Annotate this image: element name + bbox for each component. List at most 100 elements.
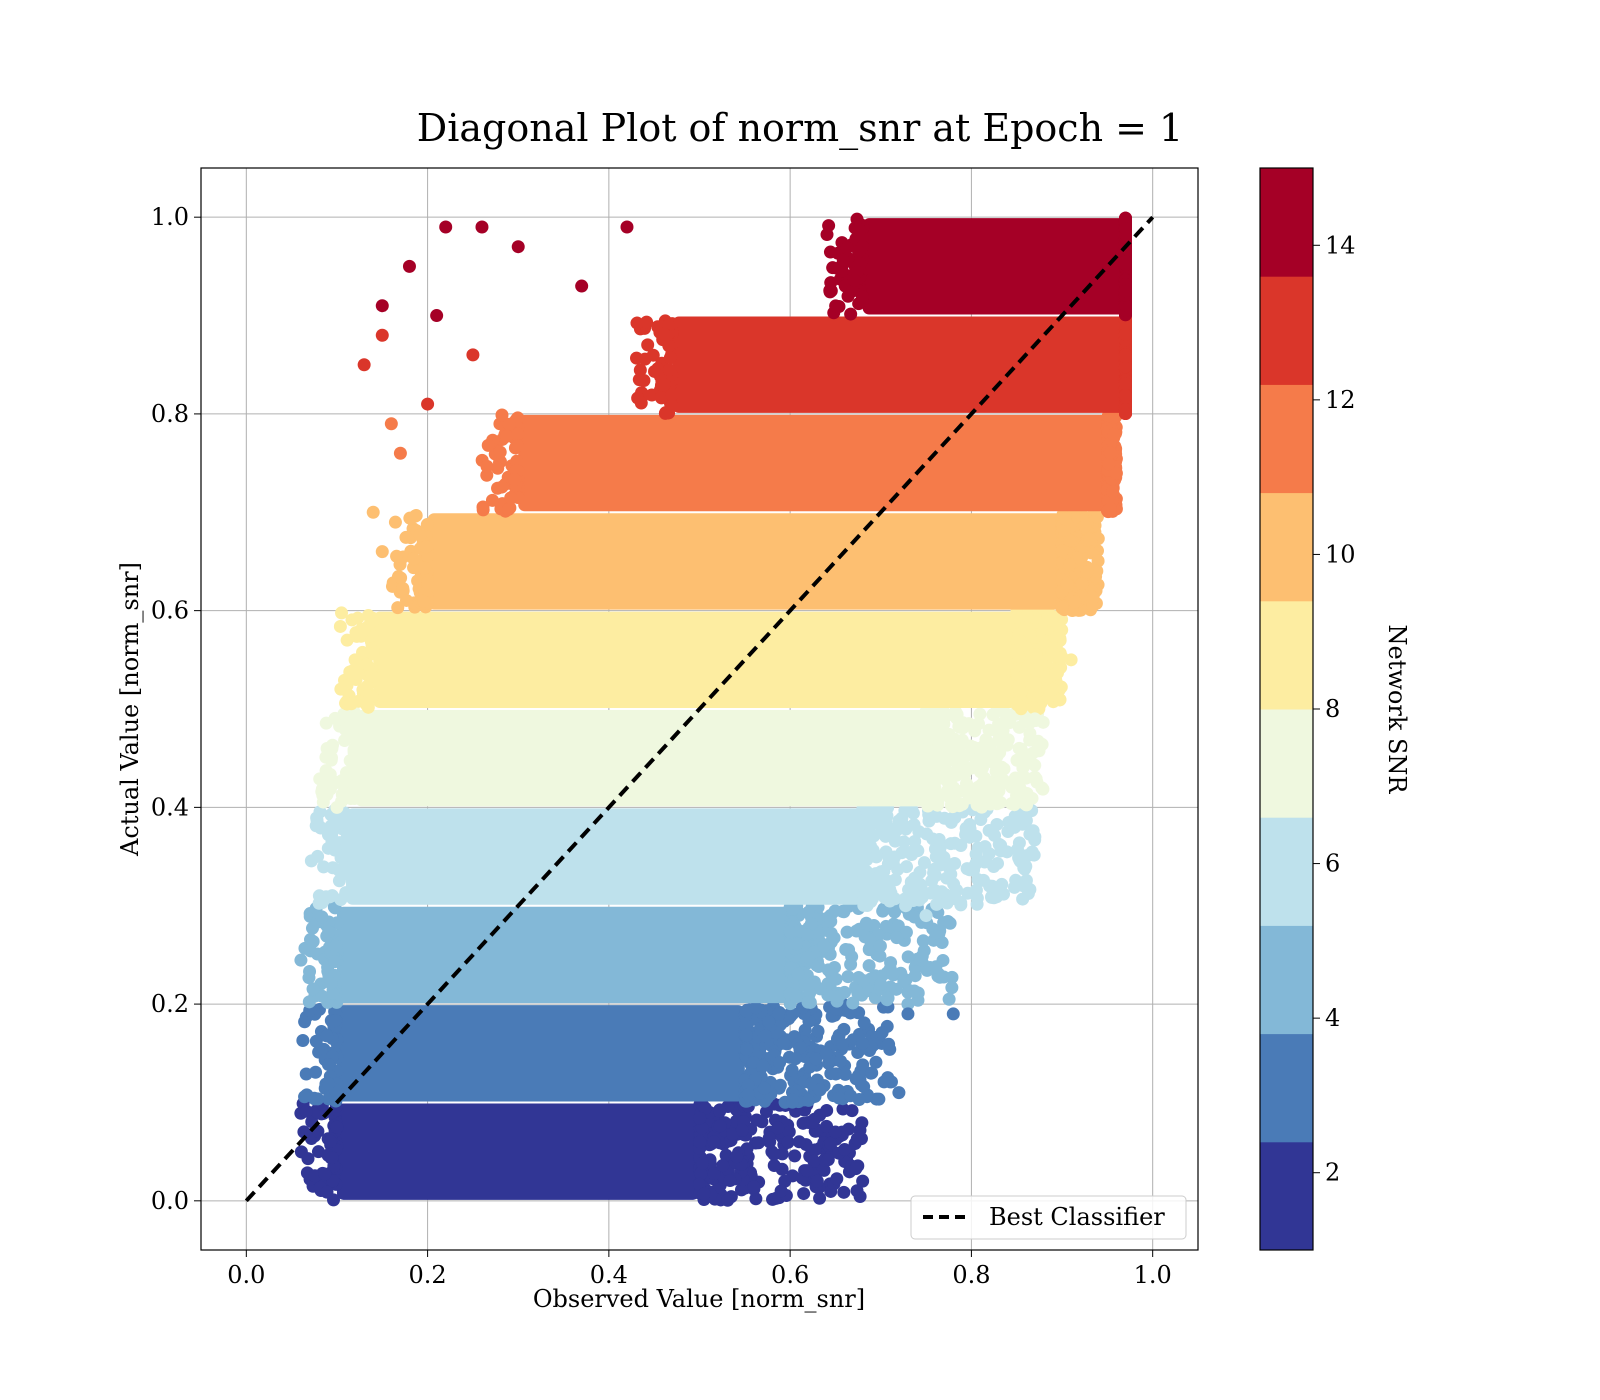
scatter-point (850, 1132, 864, 1146)
snr-band-7 (475, 407, 1123, 519)
scatter-point (1028, 676, 1042, 690)
scatter-point (1080, 565, 1094, 579)
scatter-point (847, 273, 861, 287)
scatter-point (856, 1058, 870, 1072)
scatter-point (1109, 466, 1123, 480)
snr-band-3 (304, 801, 1042, 913)
x-tick-label: 0.8 (952, 1261, 990, 1289)
scatter-point (317, 860, 331, 874)
scatter-point (1063, 558, 1077, 572)
scatter-point (788, 1149, 802, 1163)
scatter-point (1064, 653, 1078, 667)
scatter-point (912, 825, 926, 839)
scatter-point (888, 892, 902, 906)
scatter-point (812, 959, 826, 973)
scatter-point (1051, 666, 1065, 680)
scatter-point (638, 352, 652, 366)
scatter-point (778, 1174, 792, 1188)
colorbar: 2 4 6 8 10 12 14 (1259, 167, 1356, 1251)
x-tick-label: 0.0 (227, 1261, 265, 1289)
scatter-point (956, 749, 970, 763)
scatter-point (834, 1054, 848, 1068)
scatter-point (408, 509, 422, 523)
scatter-point (762, 1131, 776, 1145)
scatter-point (942, 992, 956, 1006)
scatter-point (741, 1078, 755, 1092)
scatter-point (963, 818, 977, 832)
scatter-point (786, 1007, 800, 1021)
scatter-point (634, 396, 648, 410)
scatter-point (908, 969, 922, 983)
scatter-point (846, 996, 860, 1010)
scatter-point (901, 1007, 915, 1021)
scatter-point (856, 290, 870, 304)
scatter-point (841, 970, 855, 984)
scatter-point (963, 791, 977, 805)
scatter-point (1118, 258, 1132, 272)
scatter-point (1083, 532, 1097, 546)
scatter-point (330, 800, 344, 814)
scatter-point (1118, 389, 1132, 403)
scatter-point (1010, 698, 1024, 712)
scatter-point (904, 875, 918, 889)
scatter-point (823, 245, 837, 259)
scatter-point (510, 439, 524, 453)
scatter-point (365, 669, 379, 683)
scatter-point (836, 253, 850, 267)
scatter-point (963, 739, 977, 753)
scatter-point (926, 832, 940, 846)
scatter-point (324, 753, 338, 767)
colorbar-segment (1260, 600, 1313, 710)
scatter-point (857, 1080, 871, 1094)
scatter-point (396, 581, 410, 595)
scatter-point (413, 528, 427, 542)
scatter-point (1023, 726, 1037, 740)
legend-entry-best-classifier: Best Classifier (989, 1203, 1165, 1231)
colorbar-tick-label: 14 (1325, 231, 1356, 259)
scatter-point (829, 972, 843, 986)
snr-band-9 (820, 211, 1132, 322)
scatter-point (420, 518, 434, 532)
x-tick-label: 0.4 (590, 1261, 628, 1289)
scatter-point (785, 1063, 799, 1077)
scatter-point (929, 926, 943, 940)
scatter-point (995, 716, 1009, 730)
scatter-point (983, 781, 997, 795)
scatter-point (915, 949, 929, 963)
scatter-point (332, 874, 346, 888)
scatter-point (326, 987, 340, 1001)
scatter-point (933, 847, 947, 861)
scatter-point (1107, 428, 1121, 442)
scatter-point (339, 833, 353, 847)
scatter-point (324, 1134, 338, 1148)
scatter-point (924, 790, 938, 804)
scatter-point (829, 299, 843, 313)
scatter-point (991, 856, 1005, 870)
scatter-point (749, 1192, 763, 1206)
scatter-point (843, 1006, 857, 1020)
colorbar-segment (1260, 709, 1313, 818)
scatter-point (390, 549, 404, 563)
scatter-point (1026, 701, 1040, 715)
scatter-point (325, 889, 339, 903)
scatter-point (357, 358, 371, 372)
scatter-point (419, 540, 433, 554)
scatter-point (304, 854, 318, 868)
legend-box (910, 1195, 1187, 1240)
scatter-point (762, 1015, 776, 1029)
scatter-point (872, 1092, 886, 1106)
scatter-point (1044, 613, 1058, 627)
scatter-point (662, 363, 676, 377)
scatter-point (974, 812, 988, 826)
scatter-point (491, 461, 505, 475)
scatter-point (968, 724, 982, 738)
scatter-point (875, 1026, 889, 1040)
scatter-point (935, 885, 949, 899)
scatter-point (1053, 651, 1067, 665)
scatter-point (873, 949, 887, 963)
scatter-point (648, 364, 662, 378)
scatter-point (739, 1028, 753, 1042)
scatter-point (316, 795, 330, 809)
scatter-point (907, 984, 921, 998)
scatter-point (339, 722, 353, 736)
